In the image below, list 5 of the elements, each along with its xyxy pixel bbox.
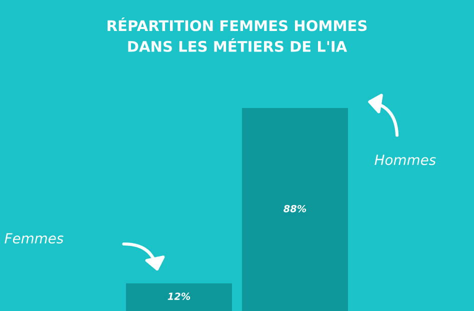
data-label: 12% [168,292,190,300]
text: Hommes [374,154,436,166]
data-label: 88% [284,204,306,212]
chart-title: RÉPARTITION FEMMES HOMMES DANS LES MÉTIERS DE L'IA [108,17,367,52]
text: Femmes [4,233,64,244]
